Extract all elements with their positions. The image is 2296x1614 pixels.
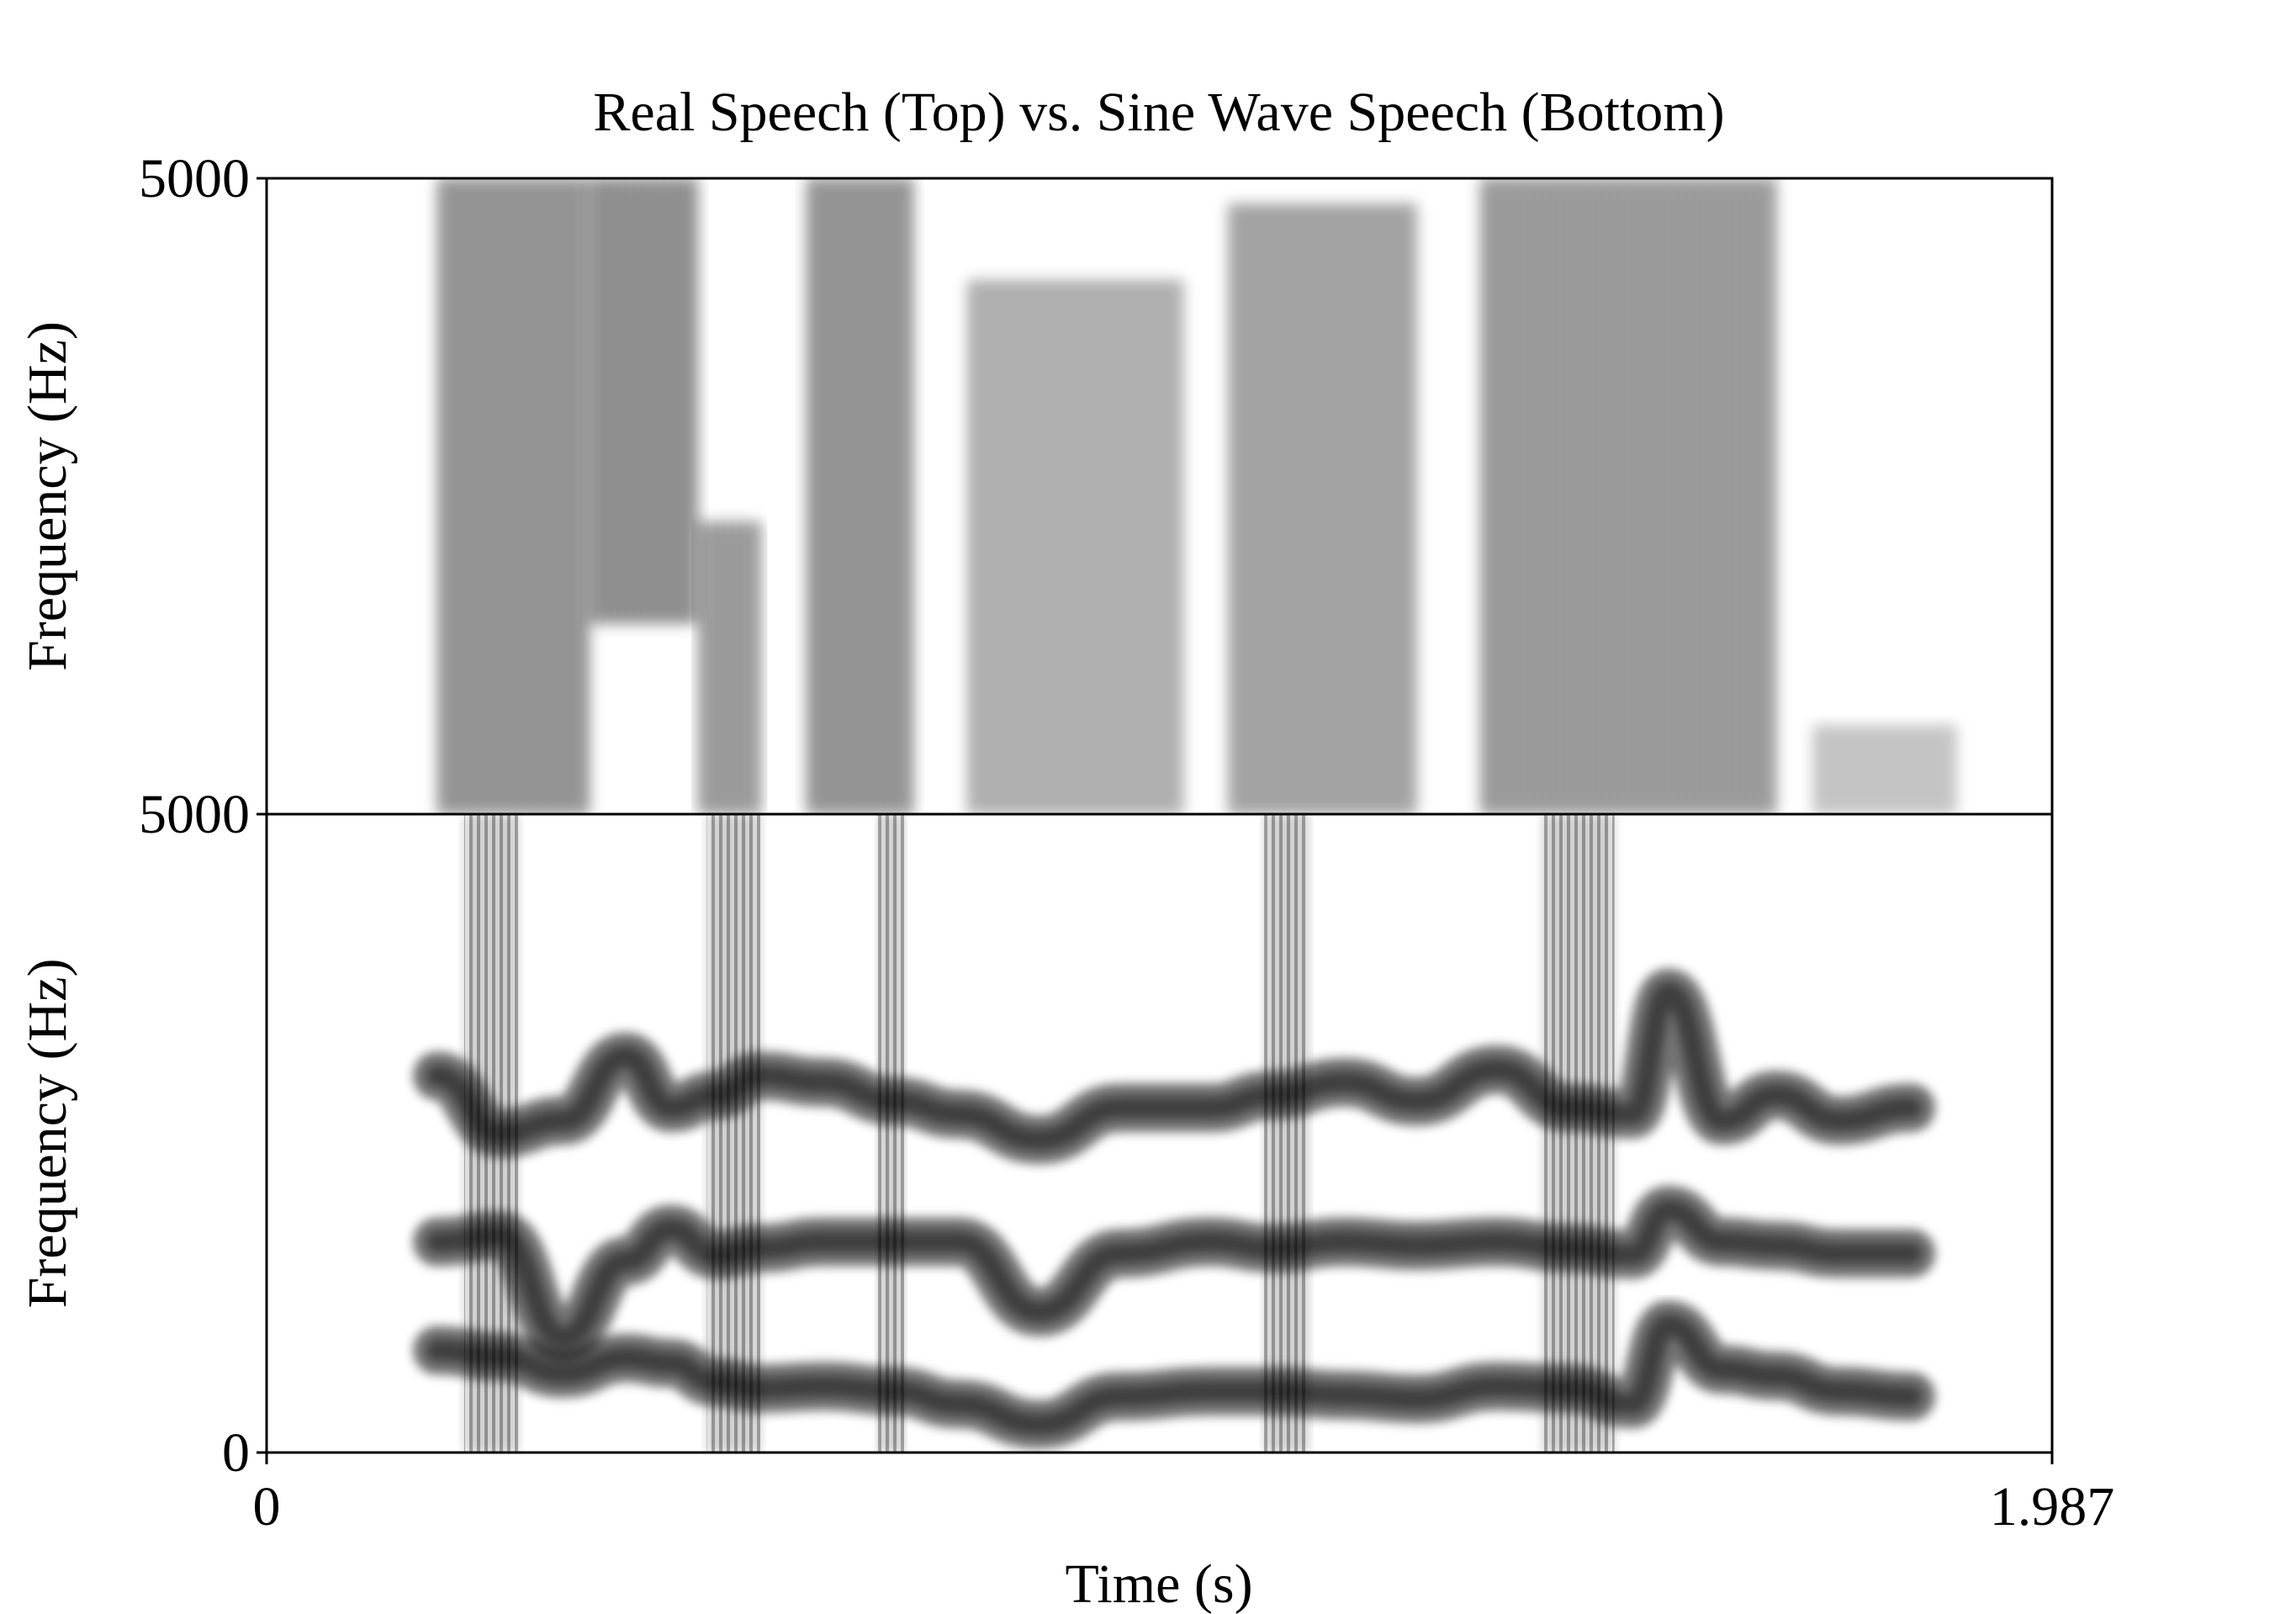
top-y-ticks: 5000 — [139, 148, 267, 209]
bottom-burst-1 — [706, 814, 761, 1453]
x-axis-label: Time (s) — [1065, 1553, 1252, 1614]
formant-track-2 — [413, 1185, 1936, 1363]
bottom-y-tick-label-0: 5000 — [139, 784, 250, 845]
x-tick-label-0: 0 — [253, 1476, 281, 1537]
top-y-tick-label-0: 5000 — [139, 148, 250, 209]
top-panel: Frequency (Hz) 5000 — [17, 148, 2054, 816]
top-energy-segment-2 — [697, 521, 761, 814]
top-energy-segment-4 — [967, 279, 1183, 814]
formant-track-3 — [413, 968, 1936, 1165]
top-energy-segment-0 — [437, 178, 590, 814]
bottom-plot-frame — [265, 812, 2054, 1454]
bottom-panel: Frequency (Hz) 5000 0 — [17, 784, 2054, 1484]
top-energy-segment-3 — [806, 178, 914, 814]
x-tick-label-1: 1.987 — [1990, 1476, 2115, 1537]
bottom-y-ticks: 5000 0 — [139, 784, 267, 1484]
top-energy-segment-7 — [1812, 725, 1956, 814]
bottom-burst-2 — [877, 814, 905, 1453]
bottom-y-axis-label: Frequency (Hz) — [17, 959, 78, 1309]
top-spectrogram — [437, 178, 1956, 814]
top-energy-segment-5 — [1228, 204, 1417, 814]
x-axis-ticks: 0 1.987 — [253, 1453, 2115, 1537]
bottom-spectrogram — [413, 814, 1936, 1453]
formant-track-1 — [413, 1300, 1936, 1449]
top-y-axis-label: Frequency (Hz) — [17, 321, 78, 671]
chart-title: Real Speech (Top) vs. Sine Wave Speech (… — [593, 82, 1724, 143]
top-energy-segment-6 — [1479, 178, 1776, 814]
bottom-y-tick-label-1: 0 — [222, 1422, 250, 1484]
bottom-burst-3 — [1263, 814, 1309, 1453]
top-energy-segment-1 — [590, 178, 698, 624]
